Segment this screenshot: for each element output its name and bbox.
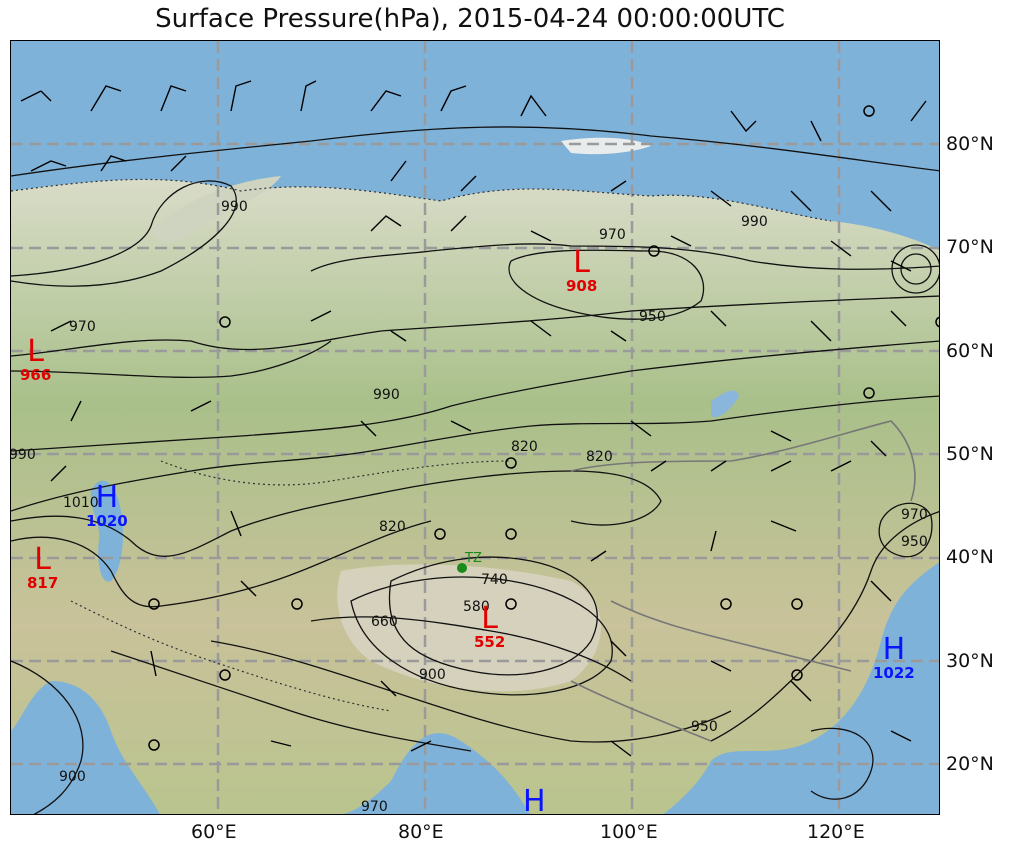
china-borders: [570, 420, 916, 742]
contour-label: 950: [691, 719, 718, 735]
contour-label: 740: [481, 572, 508, 588]
lat-label: 30°N: [946, 650, 994, 672]
system-letter: L: [27, 334, 45, 369]
contour-label: 820: [586, 449, 613, 465]
contour-label: 900: [59, 769, 86, 785]
lon-label: 80°E: [398, 821, 444, 843]
landmass: [11, 179, 939, 814]
system-letter: L: [481, 601, 499, 636]
contour-label: 970: [599, 227, 626, 243]
system-letter: H: [882, 632, 906, 667]
system-letter: L: [573, 245, 591, 280]
lon-label: 120°E: [807, 821, 865, 843]
isobars: [11, 126, 939, 814]
map-svg: 990 990 970 970 990 950 990 820 820 1010…: [11, 41, 939, 815]
contour-label: 900: [419, 667, 446, 683]
high-pressure-center: H 1020: [86, 480, 128, 530]
contour-label: 950: [901, 534, 928, 550]
wind-barbs: [20, 80, 927, 757]
system-value: 1020: [86, 512, 128, 530]
system-letter: H: [95, 480, 119, 515]
station-label: TZ: [465, 551, 482, 566]
low-pressure-center: L 817: [27, 542, 59, 592]
low-pressure-center: L 552: [474, 601, 506, 651]
contour-label: 820: [379, 519, 406, 535]
contour-label: 990: [221, 199, 248, 215]
contour-label: 970: [361, 799, 388, 815]
lon-label: 60°E: [191, 821, 237, 843]
lon-label: 100°E: [600, 821, 658, 843]
lat-label: 70°N: [946, 236, 994, 258]
island: [561, 137, 651, 155]
contour-label: 580: [463, 599, 490, 615]
station-marker: [457, 563, 467, 573]
contour-label: 950: [639, 309, 666, 325]
map-canvas[interactable]: 990 990 970 970 990 950 990 820 820 1010…: [10, 40, 940, 815]
system-letter: L: [34, 542, 52, 577]
system-value: 552: [474, 633, 506, 651]
lake-baikal: [711, 390, 739, 418]
lat-label: 60°N: [946, 340, 994, 362]
graticule: [11, 41, 939, 814]
contour-label: 660: [371, 614, 398, 630]
calm-markers: [148, 105, 939, 751]
lat-label: 20°N: [946, 753, 994, 775]
contour-label: 1010: [63, 495, 99, 511]
system-value: 908: [566, 277, 598, 295]
contour-label: 990: [741, 214, 768, 230]
system-value: 817: [27, 574, 59, 592]
high-pressure-center: H 1022: [873, 632, 915, 682]
contour-label: 990: [11, 447, 36, 463]
contour-label: 970: [901, 507, 928, 523]
contour-label: 990: [373, 387, 400, 403]
system-letter: H: [523, 784, 546, 819]
contour-label: 820: [511, 439, 538, 455]
high-pressure-center: H: [523, 787, 546, 817]
boundaries: [11, 178, 832, 712]
system-value: 966: [20, 366, 52, 384]
low-pressure-center: L 908: [566, 245, 598, 295]
lat-label: 80°N: [946, 133, 994, 155]
lat-label: 40°N: [946, 546, 994, 568]
lat-label: 50°N: [946, 443, 994, 465]
island: [151, 176, 281, 243]
map-title: Surface Pressure(hPa), 2015-04-24 00:00:…: [155, 4, 785, 34]
system-value: 1022: [873, 664, 915, 682]
contour-labels: 990 990 970 970 990 950 990 820 820 1010…: [11, 199, 928, 815]
contour-label: 970: [69, 319, 96, 335]
low-pressure-center: L 966: [20, 334, 52, 384]
